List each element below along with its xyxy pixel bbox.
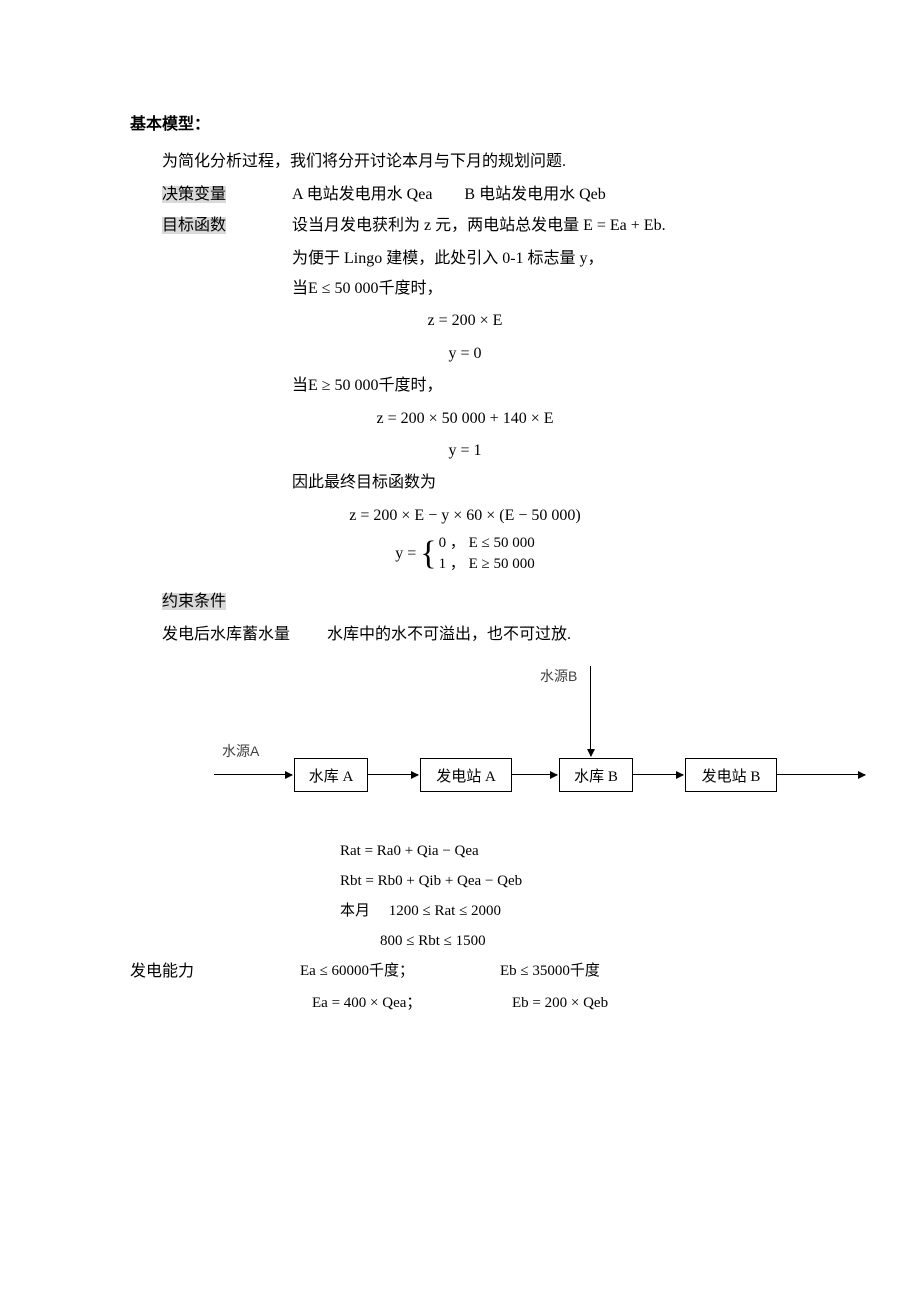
decision-text: A 电站发电用水 Qea B 电站发电用水 Qeb xyxy=(292,181,606,208)
capacity-row2: Ea = 400 × Qea； Eb = 200 × Qeb xyxy=(130,988,800,1018)
eb-bound: Eb ≤ 35000千度 xyxy=(500,956,600,988)
ea-bound: Ea ≤ 60000千度； xyxy=(300,956,500,988)
eq-y1: y = 1 xyxy=(130,436,800,466)
eq-piecewise: y = { 0 ， E ≤ 50 000 1 ， E ≥ 50 000 xyxy=(130,533,800,575)
arrow-stA-resB xyxy=(512,774,557,775)
constraints-label: 约束条件 xyxy=(162,593,226,610)
arrow-sourceB-down xyxy=(590,666,591,756)
eq-z2: z = 200 × 50 000 + 140 × E xyxy=(130,404,800,434)
case1: 0 ， E ≤ 50 000 xyxy=(439,535,535,551)
case2: 1 ， E ≥ 50 000 xyxy=(439,556,535,572)
objective-label: 目标函数 xyxy=(162,212,292,239)
document-page: 基本模型： 为简化分析过程，我们将分开讨论本月与下月的规划问题. 决策变量 A … xyxy=(0,0,920,1302)
storage-text: 水库中的水不可溢出，也不可过放. xyxy=(327,621,571,648)
decision-label: 决策变量 xyxy=(162,181,292,208)
objective-text: 设当月发电获利为 z 元，两电站总发电量 E = Ea + Eb. xyxy=(292,212,666,239)
decision-row: 决策变量 A 电站发电用水 Qea B 电站发电用水 Qeb xyxy=(162,181,800,208)
storage-row: 发电后水库蓄水量 水库中的水不可溢出，也不可过放. xyxy=(162,621,800,648)
cond1: 当E ≤ 50 000千度时， xyxy=(292,274,800,304)
eq-rbt: Rbt = Rb0 + Qib + Qea − Qeb xyxy=(340,866,800,896)
constraints-label-wrap: 约束条件 xyxy=(162,587,800,611)
objective-row: 目标函数 设当月发电获利为 z 元，两电站总发电量 E = Ea + Eb. xyxy=(162,212,800,239)
reservoir-b-box: 水库 B xyxy=(559,758,633,792)
eq-rat-bound: 本月 1200 ≤ Rat ≤ 2000 xyxy=(340,896,800,926)
final-obj-label: 因此最终目标函数为 xyxy=(292,468,800,498)
eq-z1: z = 200 × E xyxy=(130,306,800,336)
sourceA-label: 水源A xyxy=(222,741,259,761)
eq-rat: Rat = Ra0 + Qia − Qea xyxy=(340,836,800,866)
eb-def: Eb = 200 × Qeb xyxy=(512,988,608,1018)
section-title: 基本模型： xyxy=(130,110,800,134)
arrow-resA-stA xyxy=(368,774,418,775)
eq-finalz: z = 200 × E − y × 60 × (E − 50 000) xyxy=(130,501,800,531)
intro-paragraph: 为简化分析过程，我们将分开讨论本月与下月的规划问题. xyxy=(162,148,800,175)
reservoir-a-box: 水库 A xyxy=(294,758,368,792)
flow-diagram: 水源B 水源A 水库 A 发电站 A 水库 B 发电站 B xyxy=(162,666,882,826)
station-a-box: 发电站 A xyxy=(420,758,512,792)
eq-y0: y = 0 xyxy=(130,339,800,369)
case-prefix: y = xyxy=(395,539,416,569)
brace-icon: { xyxy=(420,537,436,571)
capacity-row1: 发电能力 Ea ≤ 60000千度； Eb ≤ 35000千度 xyxy=(130,956,800,988)
arrow-resB-stB xyxy=(633,774,683,775)
capacity-label: 发电能力 xyxy=(130,956,300,988)
station-b-box: 发电站 B xyxy=(685,758,777,792)
storage-label: 发电后水库蓄水量 xyxy=(162,621,327,648)
lingo-note: 为便于 Lingo 建模，此处引入 0-1 标志量 y， xyxy=(292,244,800,274)
arrow-srcA xyxy=(214,774,292,775)
arrow-out xyxy=(777,774,865,775)
sourceB-label: 水源B xyxy=(540,666,577,686)
eq-rbt-bound: 800 ≤ Rbt ≤ 1500 xyxy=(380,926,800,956)
cond2: 当E ≥ 50 000千度时， xyxy=(292,371,800,401)
ea-def: Ea = 400 × Qea； xyxy=(300,988,512,1018)
